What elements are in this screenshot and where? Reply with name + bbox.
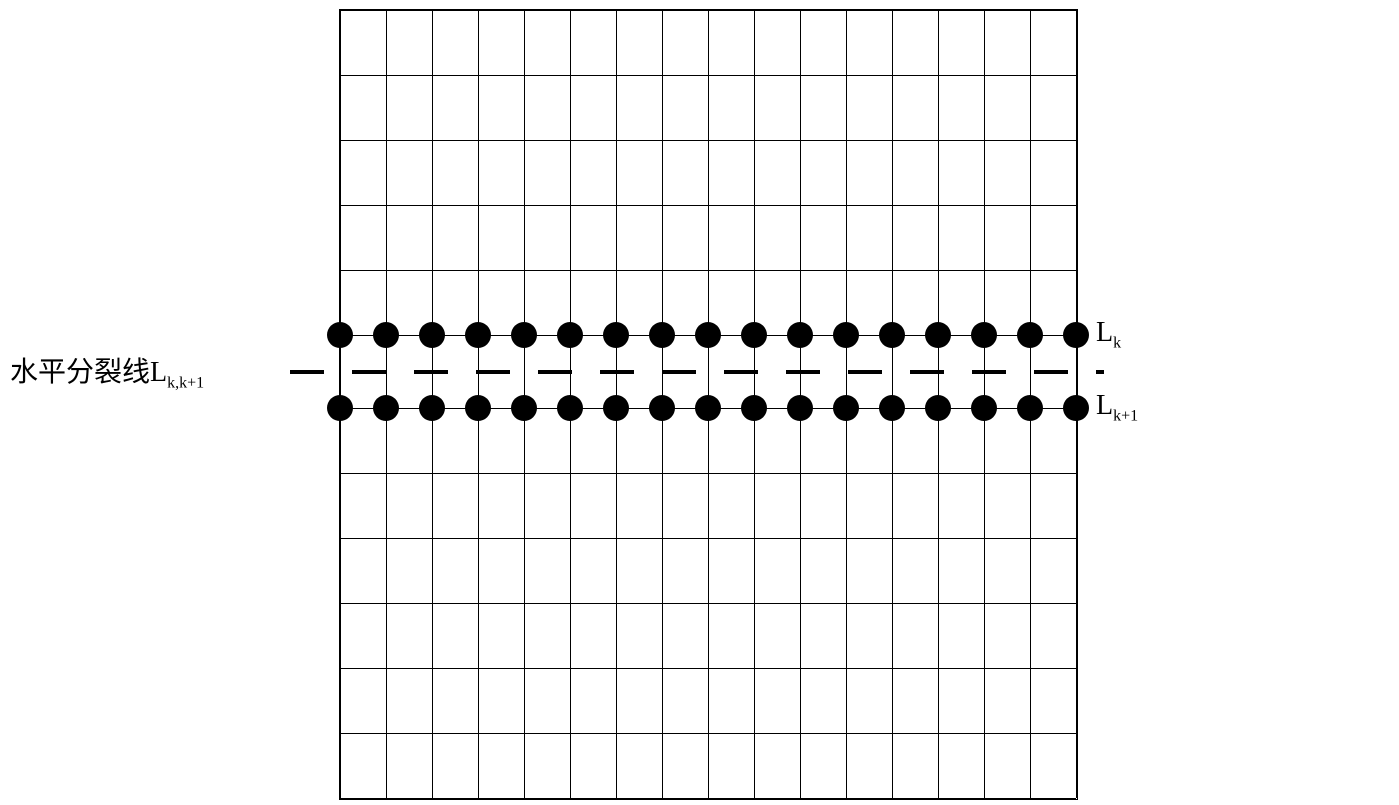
node-Lk [1017,322,1043,348]
split-dash-segment [1034,370,1068,374]
node-Lk [603,322,629,348]
node-Lk1 [1017,395,1043,421]
split-dash-segment [414,370,448,374]
node-Lk [971,322,997,348]
node-Lk [649,322,675,348]
node-Lk [741,322,767,348]
node-Lk1 [419,395,445,421]
node-Lk1 [327,395,353,421]
node-Lk1 [695,395,721,421]
node-Lk [557,322,583,348]
node-Lk [695,322,721,348]
split-dash-segment [910,370,944,374]
node-Lk1 [925,395,951,421]
node-Lk1 [971,395,997,421]
split-line-label-text: 水平分裂线L [10,357,167,388]
Lk-sub: k [1113,335,1121,352]
split-dash-segment [972,370,1006,374]
split-dash-segment [724,370,758,374]
split-dash-segment [600,370,634,374]
grid-area [340,10,1076,798]
split-dash-segment [1096,370,1104,374]
node-Lk1 [465,395,491,421]
node-Lk1 [741,395,767,421]
split-line-label: 水平分裂线Lk,k+1 [10,350,204,393]
node-Lk1 [603,395,629,421]
node-Lk1 [373,395,399,421]
node-Lk1 [511,395,537,421]
split-line-label-sub: k,k+1 [167,374,204,391]
node-Lk [1063,322,1089,348]
label-Lk1: Lk+1 [1096,390,1138,426]
label-Lk: Lk [1096,317,1121,353]
node-Lk [419,322,445,348]
node-Lk1 [879,395,905,421]
diagram-container: 水平分裂线Lk,k+1 Lk Lk+1 [0,0,1399,805]
split-dash-segment [476,370,510,374]
node-Lk [511,322,537,348]
node-Lk1 [649,395,675,421]
horizontal-split-line [290,370,1104,374]
node-Lk [373,322,399,348]
node-Lk1 [1063,395,1089,421]
split-dash-segment [352,370,386,374]
node-Lk1 [787,395,813,421]
split-dash-segment [538,370,572,374]
node-Lk [879,322,905,348]
node-Lk [327,322,353,348]
Lk-text: L [1096,317,1113,348]
split-dash-segment [786,370,820,374]
split-dash-segment [662,370,696,374]
node-Lk [787,322,813,348]
node-Lk1 [557,395,583,421]
split-dash-segment [848,370,882,374]
split-dash-segment [290,370,324,374]
Lk1-text: L [1096,390,1113,421]
node-Lk [925,322,951,348]
node-Lk [833,322,859,348]
node-Lk1 [833,395,859,421]
node-Lk [465,322,491,348]
Lk1-sub: k+1 [1113,408,1138,425]
